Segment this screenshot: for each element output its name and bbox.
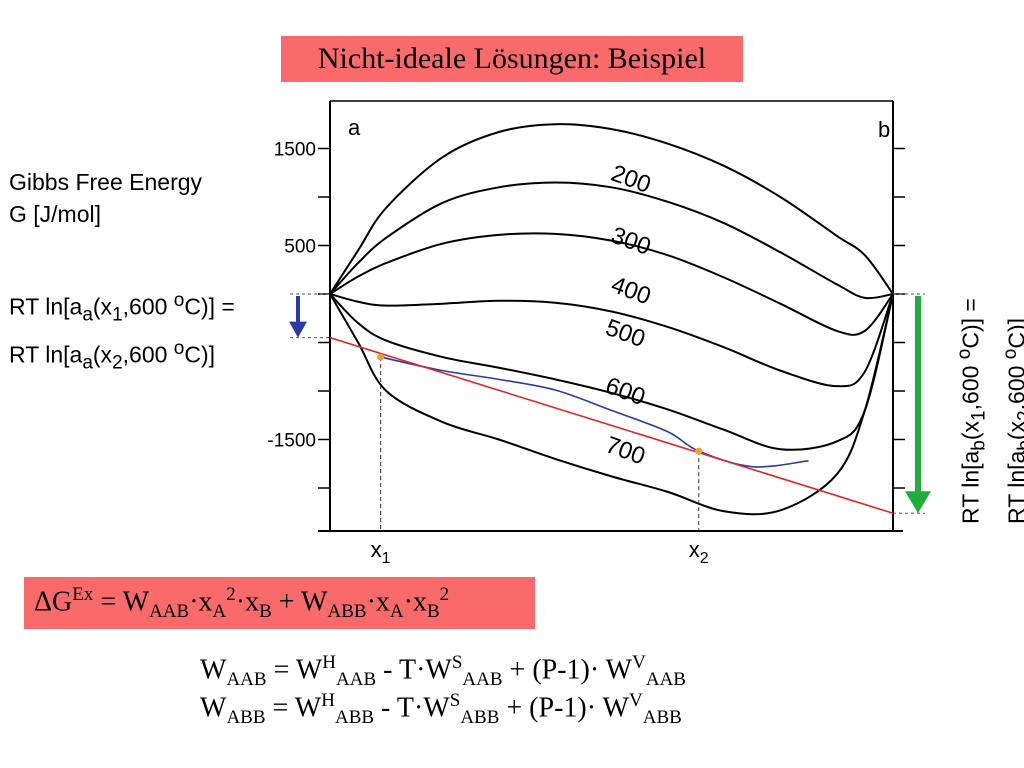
curve-500: [329, 293, 894, 388]
y-axis-label-line2: G [J/mol]: [9, 201, 102, 227]
slide-title: Nicht-ideale Lösungen: Beispiel: [317, 42, 707, 75]
curve-300: [329, 181, 894, 300]
w-aab-formula: WAAB = WHAAB - T·WSAAB + (P-1)· WVAAB: [200, 652, 686, 690]
slide-title-box: Nicht-ideale Lösungen: Beispiel: [281, 36, 743, 82]
y-tick-label: -1500: [267, 431, 316, 452]
corner-label-b: b: [878, 117, 890, 142]
curve-label-600: 600: [602, 372, 649, 411]
curve-label-200: 200: [608, 160, 655, 199]
curve-label-700: 700: [602, 431, 649, 470]
y-axis-label: Gibbs Free Energy G [J/mol]: [9, 166, 202, 230]
curve-tangente: [329, 336, 894, 514]
excess-gibbs-formula: ΔGEx = WAAB·xA2·xB + WABB·xA·xB2: [34, 583, 450, 622]
rt-left-label: RT ln[aa(x1,600 oC)] = RT ln[aa(x2,600 o…: [9, 284, 235, 381]
curve-label-300: 300: [608, 222, 655, 261]
curve-700: [329, 293, 894, 516]
w-abb-formula: WABB = WHABB - T·WSABB + (P-1)· WVABB: [200, 690, 682, 728]
x-marker-label-2: x2: [689, 537, 709, 567]
right-arrow-head: [905, 491, 931, 514]
y-tick-label: 1500: [274, 140, 316, 161]
tangent-point-x1: [377, 353, 385, 361]
excess-gibbs-formula-box: ΔGEx = WAAB·xA2·xB + WABB·xA·xB2: [24, 577, 535, 629]
y-axis-label-line1: Gibbs Free Energy: [9, 169, 203, 195]
curve-label-400: 400: [608, 271, 655, 310]
rt-left-line2: RT ln[aa(x2,600 oC)]: [9, 338, 216, 374]
left-arrow-head: [289, 321, 307, 338]
curve-200: [329, 123, 894, 295]
tangent-point-x2: [695, 447, 703, 455]
corner-label-a: a: [348, 115, 361, 140]
curve-600: [329, 293, 894, 451]
curve-400: [329, 232, 894, 336]
y-tick-label: 500: [284, 237, 316, 258]
rt-left-line1: RT ln[aa(x1,600 oC)] =: [9, 290, 235, 326]
x-marker-label-1: x1: [371, 537, 391, 567]
